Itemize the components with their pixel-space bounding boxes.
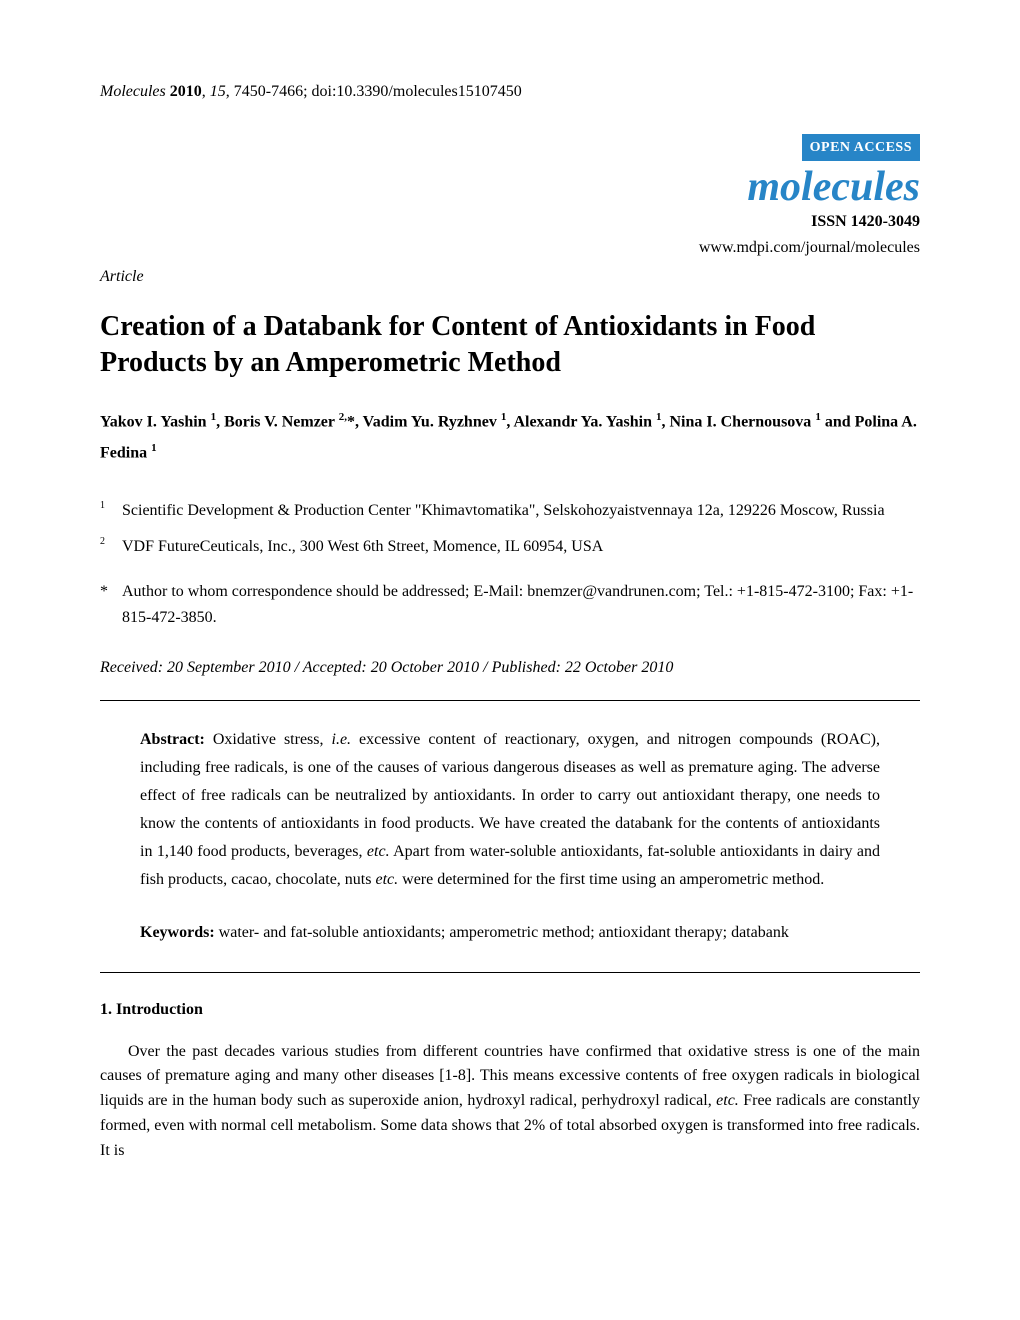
- issn: ISSN 1420-3049: [100, 210, 920, 234]
- affiliation-item: 1 Scientific Development & Production Ce…: [100, 498, 920, 524]
- header-citation: Molecules 2010, 15, 7450-7466; doi:10.33…: [100, 80, 920, 104]
- divider-bottom: [100, 972, 920, 973]
- authors-line: Yakov I. Yashin 1, Boris V. Nemzer 2,*, …: [100, 407, 920, 468]
- correspondence-marker: *: [100, 579, 122, 630]
- volume: 15: [210, 83, 226, 100]
- correspondence-block: * Author to whom correspondence should b…: [100, 579, 920, 630]
- affiliation-text: Scientific Development & Production Cent…: [122, 498, 920, 524]
- journal-logo: molecules: [100, 166, 920, 208]
- journal-name: Molecules: [100, 83, 166, 100]
- journal-url[interactable]: www.mdpi.com/journal/molecules: [100, 236, 920, 260]
- keywords-text: water- and fat-soluble antioxidants; amp…: [215, 924, 789, 941]
- comma2: ,: [226, 83, 234, 100]
- abstract-label: Abstract:: [140, 731, 205, 748]
- affiliation-marker: 2: [100, 534, 122, 560]
- intro-paragraph: Over the past decades various studies fr…: [100, 1040, 920, 1164]
- pages: 7450-7466: [234, 83, 303, 100]
- comma1: ,: [202, 83, 210, 100]
- abstract-text: Oxidative stress, i.e. excessive content…: [140, 731, 880, 888]
- affiliation-item: 2 VDF FutureCeuticals, Inc., 300 West 6t…: [100, 534, 920, 560]
- divider-top: [100, 700, 920, 701]
- keywords-block: Keywords: water- and fat-soluble antioxi…: [100, 919, 920, 947]
- keywords-label: Keywords:: [140, 924, 215, 941]
- affiliation-marker: 1: [100, 498, 122, 524]
- article-title: Creation of a Databank for Content of An…: [100, 309, 920, 382]
- year: 2010: [170, 83, 202, 100]
- semicolon: ;: [303, 83, 311, 100]
- header-right-block: OPEN ACCESS molecules ISSN 1420-3049 www…: [100, 134, 920, 260]
- section-heading: 1. Introduction: [100, 998, 920, 1022]
- affiliation-text: VDF FutureCeuticals, Inc., 300 West 6th …: [122, 534, 920, 560]
- doi: doi:10.3390/molecules15107450: [312, 83, 522, 100]
- affiliations-block: 1 Scientific Development & Production Ce…: [100, 498, 920, 559]
- abstract-block: Abstract: Oxidative stress, i.e. excessi…: [100, 726, 920, 894]
- article-type: Article: [100, 265, 920, 289]
- publication-dates: Received: 20 September 2010 / Accepted: …: [100, 656, 920, 680]
- open-access-badge: OPEN ACCESS: [802, 134, 920, 161]
- correspondence-text: Author to whom correspondence should be …: [122, 579, 920, 630]
